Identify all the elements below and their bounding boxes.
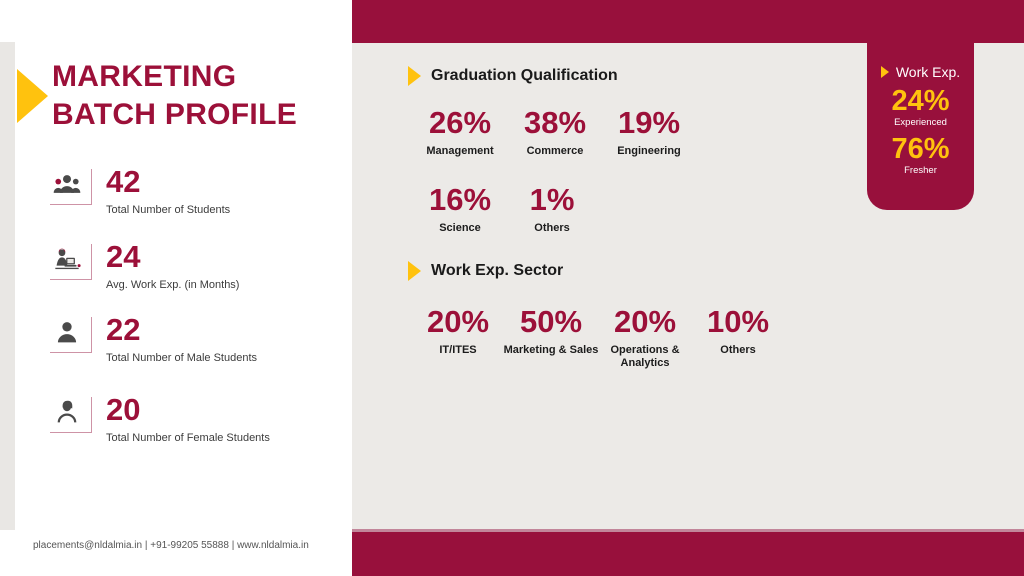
grad-item-management: 26% Management <box>405 107 515 158</box>
left-gray-strip <box>0 42 15 530</box>
sector-item-operations-analytics: 20% Operations & Analytics <box>590 306 700 370</box>
experienced-label: Experienced <box>894 117 947 128</box>
stat-value: 42 <box>106 164 141 199</box>
contact-footer: placements@nldalmia.in | +91-99205 55888… <box>33 540 309 551</box>
fresher-label: Fresher <box>904 165 937 176</box>
stat-text: 42 Total Number of Students <box>106 166 230 216</box>
percent-label: IT/ITES <box>439 344 477 356</box>
work-experience-icon <box>55 248 81 270</box>
students-group-icon <box>53 174 81 193</box>
page-title-line1: MARKETING <box>52 60 237 93</box>
work-exp-sector-header: Work Exp. Sector <box>408 261 563 281</box>
fresher-percent: 76% <box>891 133 950 165</box>
stat-text: 20 Total Number of Female Students <box>106 394 270 444</box>
section-title: Graduation Qualification <box>431 67 618 84</box>
work-exp-box-header: Work Exp. <box>867 64 974 80</box>
stat-iconbox <box>50 169 92 205</box>
work-exp-box: Work Exp. 24% Experienced 76% Fresher <box>867 0 974 210</box>
page-title: MARKETING BATCH PROFILE <box>52 58 297 134</box>
stat-label: Total Number of Female Students <box>106 432 270 444</box>
stat-female-students: 20 Total Number of Female Students <box>50 394 270 444</box>
experienced-percent: 24% <box>891 85 950 117</box>
stat-text: 22 Total Number of Male Students <box>106 314 257 364</box>
section-title: Work Exp. Sector <box>431 262 564 279</box>
percent-label: Others <box>720 344 756 356</box>
stat-total-students: 42 Total Number of Students <box>50 166 230 216</box>
percent-value: 16% <box>428 182 492 217</box>
stat-iconbox <box>50 397 92 433</box>
stat-value: 22 <box>106 312 141 347</box>
stat-label: Total Number of Male Students <box>106 352 258 364</box>
percent-label: Management <box>426 145 494 157</box>
percent-label: Marketing & Sales <box>503 344 599 356</box>
percent-label: Operations & Analytics <box>610 344 680 369</box>
percent-label: Science <box>439 222 481 234</box>
percent-value: 10% <box>706 304 770 339</box>
percent-label: Others <box>534 222 570 234</box>
percent-value: 38% <box>523 105 587 140</box>
stat-iconbox <box>50 317 92 353</box>
stat-avg-work-exp: 24 Avg. Work Exp. (in Months) <box>50 241 239 291</box>
male-student-icon <box>57 322 77 343</box>
female-student-icon <box>57 400 77 423</box>
percent-value: 26% <box>428 105 492 140</box>
section-arrow-icon <box>408 66 421 86</box>
title-arrow-icon <box>17 69 48 123</box>
sector-item-others: 10% Others <box>683 306 793 357</box>
stat-label: Avg. Work Exp. (in Months) <box>106 279 240 291</box>
work-exp-arrow-icon <box>880 66 889 78</box>
grad-item-commerce: 38% Commerce <box>500 107 610 158</box>
grad-item-engineering: 19% Engineering <box>594 107 704 158</box>
stat-male-students: 22 Total Number of Male Students <box>50 314 257 364</box>
sector-item-marketing-sales: 50% Marketing & Sales <box>496 306 606 357</box>
section-arrow-icon <box>408 261 421 281</box>
stat-value: 24 <box>106 239 141 274</box>
stat-text: 24 Avg. Work Exp. (in Months) <box>106 241 239 291</box>
stat-iconbox <box>50 244 92 280</box>
page-title-line2: BATCH PROFILE <box>52 98 297 131</box>
bottom-maroon-band <box>352 529 1024 576</box>
grad-item-science: 16% Science <box>405 184 515 235</box>
work-exp-title: Work Exp. <box>895 64 961 80</box>
graduation-qualification-header: Graduation Qualification <box>408 66 618 86</box>
percent-value: 19% <box>617 105 681 140</box>
percent-value: 50% <box>519 304 583 339</box>
sector-item-it-ites: 20% IT/ITES <box>403 306 513 357</box>
percent-value: 20% <box>613 304 677 339</box>
percent-label: Engineering <box>617 145 681 157</box>
percent-value: 20% <box>426 304 490 339</box>
percent-label: Commerce <box>526 145 584 157</box>
grad-item-others: 1% Others <box>497 184 607 235</box>
stat-value: 20 <box>106 392 141 427</box>
stat-label: Total Number of Students <box>106 204 231 216</box>
percent-value: 1% <box>529 182 575 217</box>
